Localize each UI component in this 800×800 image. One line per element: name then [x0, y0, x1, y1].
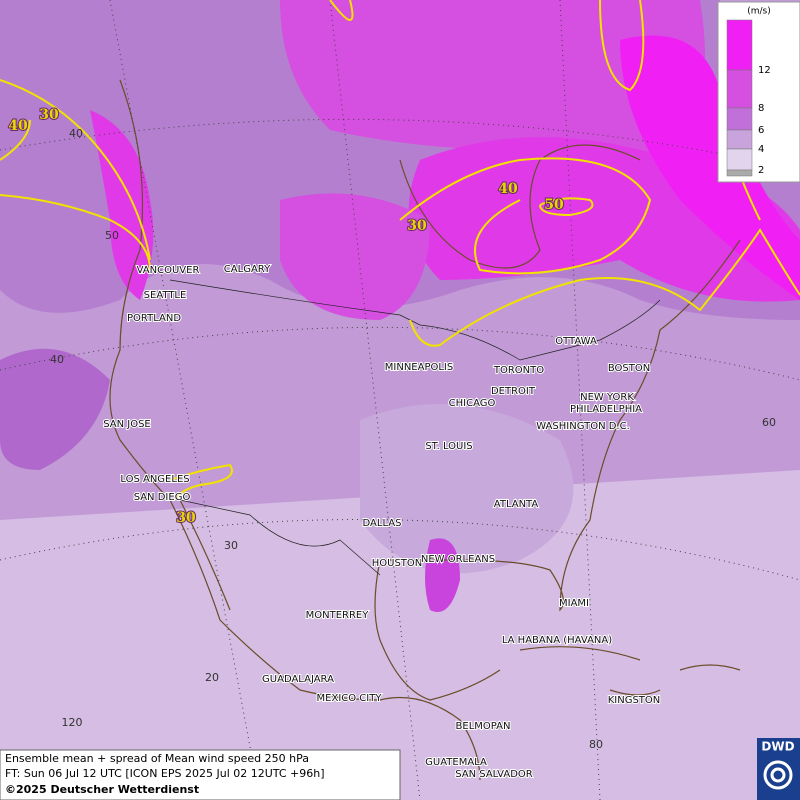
grid-label: 120 [62, 716, 83, 729]
city-label: GUATEMALA [425, 757, 487, 768]
city-label: MEXICO CITY [317, 693, 383, 704]
grid-label: 50 [105, 229, 119, 242]
city-label: LOS ANGELES [120, 474, 189, 485]
contour-label: 40 [498, 181, 518, 197]
city-label: MINNEAPOLIS [385, 362, 453, 373]
city-label: MIAMI [559, 598, 589, 609]
city-label: SEATTLE [144, 290, 187, 301]
logo: DWD [757, 738, 800, 800]
legend-swatch [726, 69, 753, 109]
city-label: WASHINGTON D.C. [536, 421, 630, 432]
city-label: CHICAGO [449, 398, 496, 409]
city-label: HOUSTON [372, 558, 423, 569]
grid-label: 20 [205, 671, 219, 684]
city-label: SAN JOSE [103, 419, 151, 430]
city-label: KINGSTON [608, 695, 661, 706]
city-label: ST. LOUIS [425, 441, 472, 452]
city-label: DETROIT [491, 386, 536, 397]
city-label: LA HABANA (HAVANA) [502, 635, 612, 646]
logo-text: DWD [761, 740, 794, 754]
city-label: TORONTO [493, 365, 544, 376]
grid-label: 60 [762, 416, 776, 429]
legend: (m/s) 12 8 6 4 2 [717, 1, 800, 183]
city-label: GUADALAJARA [262, 674, 334, 685]
footer: Ensemble mean + spread of Mean wind spee… [0, 749, 401, 800]
footer-copyright: ©2025 Deutscher Wetterdienst [5, 783, 199, 796]
legend-level: 8 [758, 103, 764, 114]
grid-label: 40 [50, 353, 64, 366]
city-label: BELMOPAN [456, 721, 511, 732]
city-label: PHILADELPHIA [570, 404, 642, 415]
legend-swatch [726, 148, 753, 171]
city-label: NEW YORK [580, 392, 634, 403]
grid-label: 80 [589, 738, 603, 751]
city-label: DALLAS [363, 518, 402, 529]
legend-swatch [726, 19, 753, 71]
contour-label: 30 [407, 218, 427, 234]
city-label: BOSTON [608, 363, 650, 374]
city-label: SAN DIEGO [134, 492, 191, 503]
city-label: OTTAWA [555, 336, 597, 347]
legend-unit: (m/s) [747, 7, 771, 17]
city-label: SAN SALVADOR [455, 769, 532, 780]
legend-level: 4 [758, 144, 764, 155]
contour-label: 30 [176, 510, 196, 526]
city-label: MONTERREY [306, 610, 370, 621]
coastlines [109, 79, 741, 781]
legend-swatch [726, 169, 753, 177]
grid-label: 40 [69, 127, 83, 140]
legend-level: 12 [758, 65, 771, 76]
contour-label: 50 [544, 197, 564, 213]
city-label: NEW ORLEANS [421, 554, 495, 565]
footer-title: Ensemble mean + spread of Mean wind spee… [5, 752, 309, 765]
contour-label: 40 [8, 118, 28, 134]
grid-label: 30 [224, 539, 238, 552]
city-label: CALGARY [224, 264, 271, 275]
contour-label: 30 [39, 107, 59, 123]
footer-time: FT: Sun 06 Jul 12 UTC [ICON EPS 2025 Jul… [5, 767, 325, 780]
city-label: PORTLAND [127, 313, 181, 324]
legend-swatch [726, 129, 753, 150]
legend-swatch [726, 107, 753, 131]
city-label: ATLANTA [494, 499, 539, 510]
legend-level: 6 [758, 125, 764, 136]
legend-level: 2 [758, 165, 764, 176]
city-label: VANCOUVER [137, 265, 200, 276]
borders [169, 279, 661, 576]
